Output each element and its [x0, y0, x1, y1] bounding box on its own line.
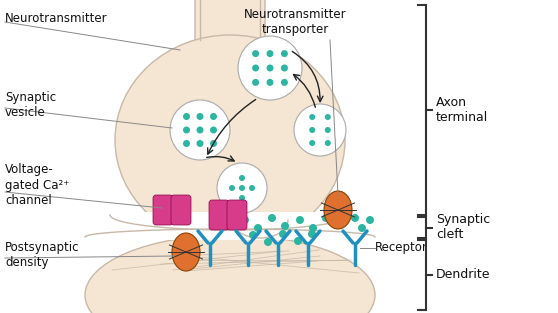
Text: Postsynaptic
density: Postsynaptic density	[5, 241, 79, 269]
Circle shape	[358, 224, 366, 232]
Circle shape	[267, 50, 273, 57]
FancyBboxPatch shape	[100, 212, 360, 240]
Circle shape	[196, 140, 204, 147]
Circle shape	[229, 185, 235, 191]
Text: Receptor: Receptor	[375, 242, 428, 254]
Ellipse shape	[115, 35, 345, 245]
Circle shape	[239, 175, 245, 181]
Ellipse shape	[85, 235, 375, 313]
Circle shape	[196, 113, 204, 120]
Circle shape	[196, 126, 204, 134]
Circle shape	[183, 113, 190, 120]
Circle shape	[254, 224, 262, 232]
FancyBboxPatch shape	[153, 195, 173, 225]
FancyBboxPatch shape	[195, 0, 265, 45]
Circle shape	[268, 214, 276, 222]
Circle shape	[325, 127, 331, 133]
Circle shape	[210, 113, 217, 120]
Ellipse shape	[172, 233, 200, 271]
Circle shape	[309, 224, 317, 232]
FancyBboxPatch shape	[171, 195, 191, 225]
Circle shape	[296, 216, 304, 224]
Circle shape	[239, 195, 245, 201]
Circle shape	[241, 216, 249, 224]
Circle shape	[252, 64, 259, 71]
Circle shape	[210, 140, 217, 147]
Circle shape	[322, 214, 330, 222]
Circle shape	[183, 140, 190, 147]
Circle shape	[309, 127, 315, 133]
Text: Voltage-
gated Ca²⁺
channel: Voltage- gated Ca²⁺ channel	[5, 163, 69, 207]
Circle shape	[325, 114, 331, 120]
Circle shape	[279, 230, 287, 238]
Ellipse shape	[324, 191, 352, 229]
Circle shape	[264, 238, 272, 246]
Circle shape	[309, 114, 315, 120]
Circle shape	[249, 185, 255, 191]
Circle shape	[238, 36, 302, 100]
FancyBboxPatch shape	[198, 0, 262, 40]
Text: Axon
terminal: Axon terminal	[436, 96, 488, 124]
Text: Synaptic
cleft: Synaptic cleft	[436, 213, 490, 242]
Circle shape	[351, 214, 359, 222]
Text: Neurotransmitter
transporter: Neurotransmitter transporter	[244, 8, 347, 36]
Circle shape	[267, 79, 273, 86]
Circle shape	[294, 104, 346, 156]
Circle shape	[309, 140, 315, 146]
Text: Synaptic
vesicle: Synaptic vesicle	[5, 91, 56, 119]
Circle shape	[217, 163, 267, 213]
Circle shape	[239, 185, 245, 191]
Circle shape	[249, 231, 257, 239]
Circle shape	[281, 79, 288, 86]
Circle shape	[267, 64, 273, 71]
Circle shape	[281, 64, 288, 71]
Circle shape	[281, 222, 289, 230]
FancyBboxPatch shape	[209, 200, 229, 230]
Circle shape	[366, 216, 374, 224]
Circle shape	[252, 50, 259, 57]
Circle shape	[325, 140, 331, 146]
Circle shape	[170, 100, 230, 160]
FancyBboxPatch shape	[227, 200, 247, 230]
Circle shape	[294, 237, 302, 245]
Circle shape	[252, 79, 259, 86]
Circle shape	[183, 126, 190, 134]
Circle shape	[281, 50, 288, 57]
Circle shape	[308, 230, 316, 238]
Text: Dendrite: Dendrite	[436, 269, 490, 281]
Circle shape	[210, 126, 217, 134]
Text: Neurotransmitter: Neurotransmitter	[5, 12, 108, 24]
